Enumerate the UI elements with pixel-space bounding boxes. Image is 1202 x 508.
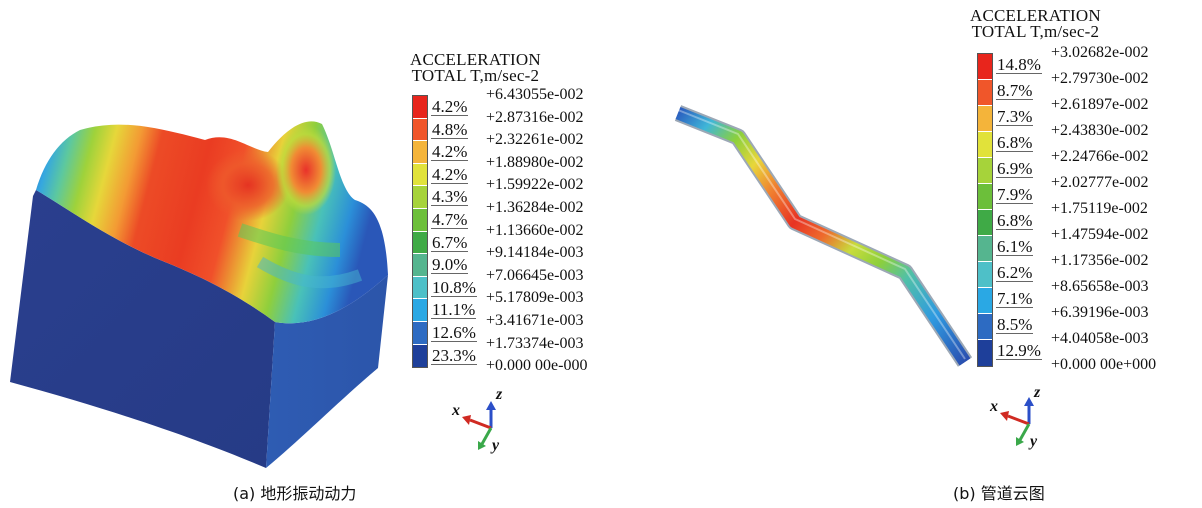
legend-value: +4.04058e-003 bbox=[1051, 330, 1149, 347]
legend-colorbar bbox=[977, 53, 993, 367]
legend-title: ACCELERATION TOTAL T,m/sec-2 bbox=[410, 50, 541, 85]
axis-x-label: x bbox=[990, 398, 998, 415]
legend-value: +1.88980e-002 bbox=[486, 153, 584, 171]
legend-value: +1.36284e-002 bbox=[486, 199, 584, 216]
legend-value: +1.47594e-002 bbox=[1051, 226, 1149, 243]
terrain-right-hump bbox=[276, 125, 336, 215]
legend-value: +1.73374e-003 bbox=[486, 334, 584, 352]
legend-percent: 4.2% bbox=[431, 142, 469, 162]
legend-color-cell bbox=[978, 184, 992, 210]
legend-percent: 7.1% bbox=[996, 289, 1034, 308]
legend-percent: 10.8% bbox=[431, 277, 477, 297]
terrain-side-face bbox=[266, 275, 388, 468]
legend-value: +2.02777e-002 bbox=[1051, 174, 1149, 191]
axis-z-label: z bbox=[1034, 384, 1041, 401]
legend-color-cell bbox=[978, 80, 992, 106]
legend-percent: 4.7% bbox=[431, 210, 469, 229]
legend-color-cell bbox=[413, 231, 427, 255]
legend-percent: 4.3% bbox=[431, 187, 469, 207]
legend-value: +2.87316e-002 bbox=[486, 108, 584, 126]
legend-value: +2.43830e-002 bbox=[1051, 122, 1149, 139]
legend-percent: 6.7% bbox=[431, 232, 469, 252]
legend-percent: 14.8% bbox=[996, 55, 1042, 74]
legend-percent: 4.2% bbox=[431, 164, 469, 184]
legend-color-cell bbox=[978, 106, 992, 132]
terrain-peak bbox=[206, 149, 290, 221]
legend-color-cell bbox=[413, 96, 427, 119]
axis-y-label: y bbox=[492, 437, 500, 454]
legend-title: ACCELERATION TOTAL T,m/sec-2 bbox=[970, 6, 1101, 41]
legend-color-cell bbox=[978, 236, 992, 262]
legend-percent: 9.0% bbox=[431, 255, 469, 275]
panel-pipeline: ACCELERATION TOTAL T,m/sec-2 14.8% 8.7% 7.… bbox=[620, 0, 1202, 508]
legend-color-cell bbox=[413, 163, 427, 187]
legend-percent: 6.8% bbox=[996, 211, 1034, 230]
legend-color-cell bbox=[413, 254, 427, 277]
legend-color-cell bbox=[978, 54, 992, 80]
legend-percent: 8.5% bbox=[996, 315, 1034, 334]
legend-value: +9.14184e-003 bbox=[486, 244, 584, 262]
terrain-front-face bbox=[10, 190, 275, 468]
legend-percent: 6.1% bbox=[996, 237, 1034, 256]
legend-percent: 4.8% bbox=[431, 119, 469, 139]
legend-color-cell bbox=[978, 314, 992, 340]
axis-y-label: y bbox=[1030, 433, 1038, 450]
legend-value: +2.32261e-002 bbox=[486, 131, 584, 149]
legend-percent: 7.3% bbox=[996, 107, 1034, 126]
legend-color-cell bbox=[978, 340, 992, 366]
legend-value: +3.02682e-002 bbox=[1051, 44, 1149, 61]
caption-a: (a) 地形振动动力 bbox=[233, 484, 357, 503]
legend-value: +1.17356e-002 bbox=[1051, 252, 1149, 269]
pipe-body bbox=[675, 106, 971, 366]
legend-percent: 6.9% bbox=[996, 159, 1034, 178]
legend-value: +2.61897e-002 bbox=[1051, 96, 1149, 113]
legend-value: +1.59922e-002 bbox=[486, 176, 584, 194]
legend-color-cell bbox=[413, 276, 427, 300]
legend-value: +6.39196e-003 bbox=[1051, 304, 1149, 321]
legend-colorbar bbox=[412, 95, 428, 369]
legend-percent: 4.2% bbox=[431, 97, 469, 116]
legend-percent: 6.2% bbox=[996, 263, 1034, 282]
legend-percent: 6.8% bbox=[996, 133, 1034, 152]
legend-percent: 7.9% bbox=[996, 185, 1034, 204]
legend-value: +0.000 00e+000 bbox=[1051, 356, 1157, 373]
legend-value: +6.43055e-002 bbox=[486, 86, 584, 103]
legend-color-cell bbox=[413, 321, 427, 345]
legend-percent: 23.3% bbox=[431, 345, 477, 365]
panel-terrain: ACCELERATION TOTAL T,m/sec-2 4.2% 4.8% 4.2… bbox=[10, 50, 588, 503]
legend-percent: 12.6% bbox=[431, 323, 477, 342]
legend-value: +1.13660e-002 bbox=[486, 221, 584, 239]
legend-color-cell bbox=[413, 118, 427, 142]
legend-value: +1.75119e-002 bbox=[1051, 200, 1148, 217]
caption-b: (b) 管道云图 bbox=[953, 484, 1045, 503]
legend-value: +2.24766e-002 bbox=[1051, 148, 1149, 165]
legend-color-cell bbox=[978, 158, 992, 184]
legend-value: +0.000 00e-000 bbox=[486, 357, 588, 375]
legend-value: +5.17809e-003 bbox=[486, 289, 584, 307]
legend-value: +2.79730e-002 bbox=[1051, 70, 1149, 87]
legend-value: +8.65658e-003 bbox=[1051, 278, 1149, 295]
legend-color-cell bbox=[413, 186, 427, 209]
legend-color-cell bbox=[413, 208, 427, 232]
legend-color-cell bbox=[978, 132, 992, 158]
legend-color-cell bbox=[978, 288, 992, 314]
legend-value: +7.06645e-003 bbox=[486, 266, 584, 284]
legend-percent: 12.9% bbox=[996, 341, 1042, 360]
legend-value: +3.41671e-003 bbox=[486, 312, 584, 329]
legend-color-cell bbox=[413, 299, 427, 322]
axis-x-label: x bbox=[452, 402, 460, 419]
legend-percent: 11.1% bbox=[431, 300, 477, 320]
legend-color-cell bbox=[413, 141, 427, 164]
legend-percent: 8.7% bbox=[996, 81, 1034, 100]
legend-color-cell bbox=[413, 344, 427, 368]
pipeline-render bbox=[674, 105, 973, 367]
legend-color-cell bbox=[978, 210, 992, 236]
terrain-render bbox=[10, 121, 388, 468]
axis-z-label: z bbox=[496, 386, 503, 403]
legend-color-cell bbox=[978, 262, 992, 288]
